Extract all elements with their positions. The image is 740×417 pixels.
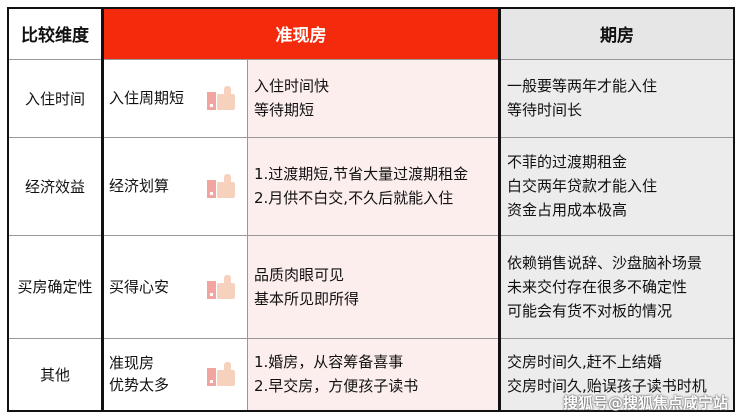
header-quasi: 准现房 <box>102 7 500 60</box>
cell-line: 交房时间久,贻误孩子读书时机 <box>507 377 707 396</box>
cell-line: 经济划算 <box>109 177 170 195</box>
cell-line: 交房时间久,赶不上结婚 <box>507 353 662 372</box>
cell-line: 资金占用成本极高 <box>507 201 628 219</box>
thumbs-up-icon <box>207 362 237 387</box>
table-row: 其他 准现房优势太多 1.婚房，从容筹备喜事 2.早交房，方便孩子读书 交房时间久… <box>7 337 735 412</box>
future-cell: 一般要等两年才能入住 等待时间长 <box>498 58 735 138</box>
cell-line: 入住周期短 <box>109 89 185 107</box>
thumbs-up-icon <box>207 274 237 299</box>
cell-line: 买得心安 <box>109 277 170 296</box>
cell-line: 等待时间长 <box>507 101 583 119</box>
cell-line: 2.早交房，方便孩子读书 <box>254 377 419 396</box>
quasi-cell: 品质肉眼可见 基本所见即所得 <box>247 234 500 339</box>
watermark: 搜狐号@搜狐焦点咸宁站 <box>562 394 728 412</box>
comparison-table: 比较维度 准现房 期房 入住时间 入住周期短 入住时间快等待期短 一般要等两年才… <box>7 7 735 412</box>
advantage-cell: 准现房 优势太多 <box>102 337 248 412</box>
future-cell: 不菲的过渡期租金白交两年贷款才能入住 资金占用成本极高 <box>498 136 735 236</box>
cell-line: 可能会有货不对板的情况 <box>507 301 673 320</box>
header-future: 期房 <box>498 7 735 60</box>
cell-line: 基本所见即所得 <box>254 289 360 308</box>
cell-line: 优势太多 <box>109 376 170 395</box>
table-row: 入住时间 入住周期短 入住时间快等待期短 一般要等两年才能入住 等待时间长 <box>7 58 735 138</box>
dimension-cell: 入住时间 <box>7 58 104 138</box>
header-row: 比较维度 准现房 期房 <box>7 7 735 60</box>
cell-line: 未来交付存在很多不确定性 <box>507 277 688 296</box>
table-row: 买房确定性 买得心安 品质肉眼可见 基本所见即所得 依赖销售说辞、沙盘脑补场景 未来… <box>7 234 735 339</box>
advantage-cell: 买得心安 <box>102 234 248 339</box>
quasi-cell: 入住时间快 等待期短 <box>247 58 500 138</box>
dimension-cell: 经济效益 <box>7 136 104 236</box>
dimension-cell: 其他 <box>7 337 104 412</box>
cell-line: 一般要等两年才能入住 <box>507 77 658 95</box>
table-row: 经济效益 经济划算 1.过渡期短,节省大量过渡期租金 2.月供不白交,不久后就能入… <box>7 136 735 236</box>
cell-line: 白交两年贷款才能入住 <box>507 177 658 195</box>
cell-line: 1.过渡期短,节省大量过渡期租金 <box>254 165 469 183</box>
cell-line: 依赖销售说辞、沙盘脑补场景 <box>507 253 703 272</box>
cell-line: 品质肉眼可见 <box>254 265 345 284</box>
cell-line: 准现房 <box>109 354 155 373</box>
cell-line: 入住时间快 <box>254 77 330 95</box>
thumbs-up-icon <box>207 86 237 110</box>
thumbs-up-icon <box>207 174 237 198</box>
header-dimension: 比较维度 <box>7 7 104 60</box>
dimension-cell: 买房确定性 <box>7 234 104 339</box>
cell-line: 不菲的过渡期租金 <box>507 153 628 171</box>
advantage-cell: 经济划算 <box>102 136 248 236</box>
future-cell: 依赖销售说辞、沙盘脑补场景 未来交付存在很多不确定性 可能会有货不对板的情况 <box>498 234 735 339</box>
future-cell: 交房时间久,赶不上结婚交房时间久,贻误孩子读书时机 <box>498 337 735 412</box>
quasi-cell: 1.婚房，从容筹备喜事 2.早交房，方便孩子读书 <box>247 337 500 412</box>
cell-line: 2.月供不白交,不久后就能入住 <box>254 189 454 207</box>
cell-line: 1.婚房，从容筹备喜事 <box>254 353 404 372</box>
cell-line: 等待期短 <box>254 101 315 119</box>
advantage-cell: 入住周期短 <box>102 58 248 138</box>
quasi-cell: 1.过渡期短,节省大量过渡期租金 2.月供不白交,不久后就能入住 <box>247 136 500 236</box>
